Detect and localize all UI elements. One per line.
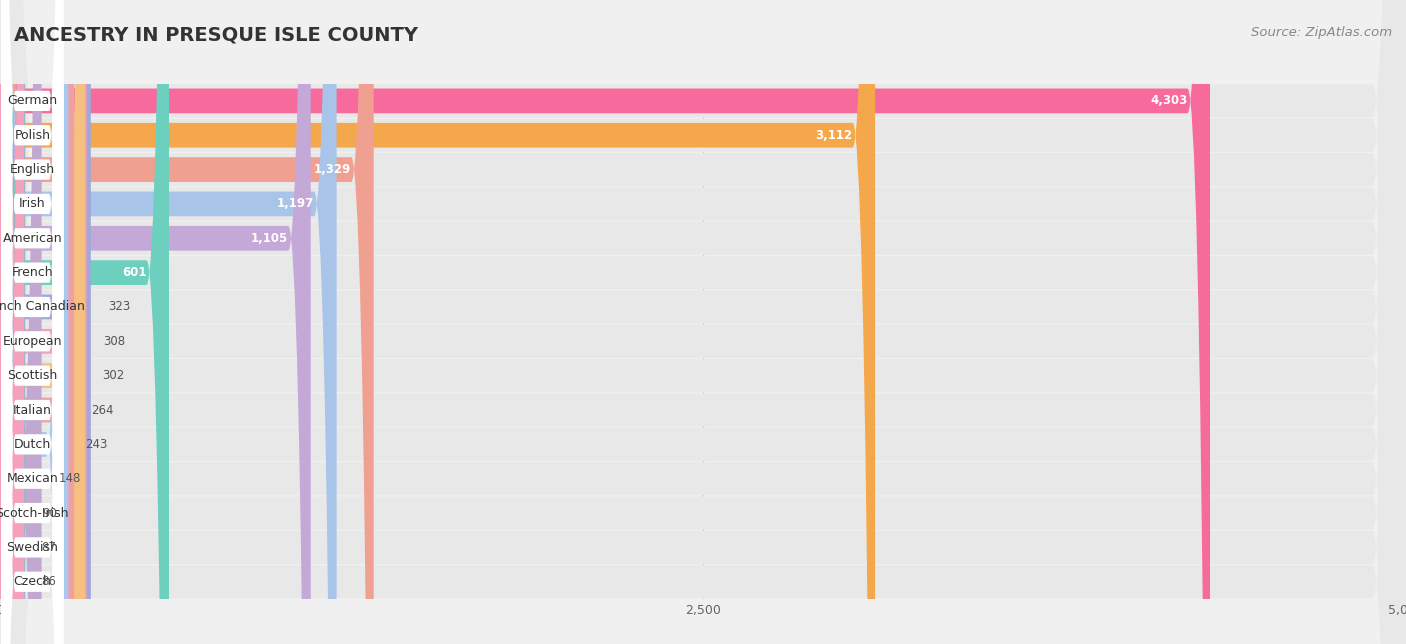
Text: 3,112: 3,112 (815, 129, 852, 142)
Text: Irish: Irish (20, 198, 45, 211)
Text: Czech: Czech (14, 575, 51, 588)
Text: 87: 87 (41, 541, 56, 554)
Text: Source: ZipAtlas.com: Source: ZipAtlas.com (1251, 26, 1392, 39)
Text: Swedish: Swedish (7, 541, 58, 554)
FancyBboxPatch shape (0, 0, 25, 644)
FancyBboxPatch shape (1, 0, 63, 644)
FancyBboxPatch shape (1, 0, 63, 644)
Text: American: American (3, 232, 62, 245)
Text: 90: 90 (42, 507, 58, 520)
Text: Scottish: Scottish (7, 369, 58, 382)
Text: 4,303: 4,303 (1150, 95, 1188, 108)
Text: English: English (10, 163, 55, 176)
Text: Italian: Italian (13, 404, 52, 417)
FancyBboxPatch shape (0, 0, 1211, 644)
FancyBboxPatch shape (1, 0, 63, 644)
Text: European: European (3, 335, 62, 348)
Text: 601: 601 (122, 266, 146, 279)
FancyBboxPatch shape (0, 0, 875, 644)
FancyBboxPatch shape (0, 0, 91, 644)
FancyBboxPatch shape (1, 0, 63, 644)
Text: Scotch-Irish: Scotch-Irish (0, 507, 69, 520)
FancyBboxPatch shape (1, 0, 63, 644)
FancyBboxPatch shape (0, 0, 311, 644)
FancyBboxPatch shape (1, 0, 63, 644)
Text: 323: 323 (108, 301, 129, 314)
FancyBboxPatch shape (0, 0, 69, 644)
Text: 302: 302 (101, 369, 124, 382)
FancyBboxPatch shape (0, 0, 24, 644)
FancyBboxPatch shape (1, 0, 63, 644)
FancyBboxPatch shape (1, 0, 63, 644)
Text: German: German (7, 95, 58, 108)
FancyBboxPatch shape (0, 0, 374, 644)
Text: 264: 264 (91, 404, 114, 417)
Text: 1,197: 1,197 (277, 198, 314, 211)
Text: French Canadian: French Canadian (0, 301, 84, 314)
Text: 1,105: 1,105 (252, 232, 288, 245)
FancyBboxPatch shape (0, 0, 75, 644)
FancyBboxPatch shape (1, 0, 63, 644)
Text: 1,329: 1,329 (314, 163, 352, 176)
FancyBboxPatch shape (1, 0, 63, 644)
Text: 308: 308 (104, 335, 125, 348)
Text: 148: 148 (59, 472, 82, 485)
FancyBboxPatch shape (0, 0, 169, 644)
FancyBboxPatch shape (1, 0, 63, 644)
Text: 86: 86 (41, 575, 56, 588)
Text: ANCESTRY IN PRESQUE ISLE COUNTY: ANCESTRY IN PRESQUE ISLE COUNTY (14, 26, 418, 45)
FancyBboxPatch shape (1, 0, 63, 644)
FancyBboxPatch shape (0, 0, 336, 644)
FancyBboxPatch shape (0, 0, 42, 644)
FancyBboxPatch shape (0, 0, 24, 644)
FancyBboxPatch shape (0, 0, 87, 644)
FancyBboxPatch shape (0, 0, 84, 644)
FancyBboxPatch shape (1, 0, 63, 644)
FancyBboxPatch shape (1, 0, 63, 644)
Text: 243: 243 (86, 438, 108, 451)
Text: Polish: Polish (14, 129, 51, 142)
FancyBboxPatch shape (1, 0, 63, 644)
Text: Dutch: Dutch (14, 438, 51, 451)
Text: Mexican: Mexican (7, 472, 58, 485)
Text: French: French (11, 266, 53, 279)
